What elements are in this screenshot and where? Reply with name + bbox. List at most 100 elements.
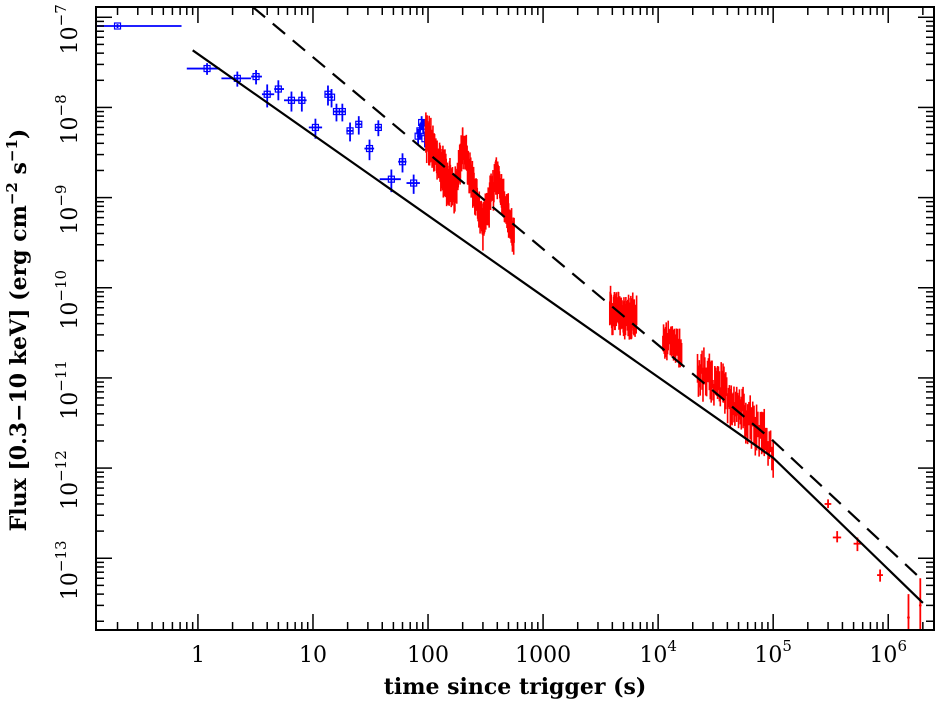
plot-border — [95, 6, 935, 631]
data-point — [297, 91, 307, 112]
x-tick-label-exponent: 4 — [667, 637, 677, 655]
y-tick-label-base: 10 — [58, 207, 83, 235]
data-point — [332, 103, 341, 122]
point-marker — [355, 120, 363, 128]
solid-model-line — [192, 49, 924, 604]
red-data-cluster — [696, 347, 749, 445]
red-bin-widths — [482, 169, 498, 234]
x-tick-label-base: 10 — [754, 643, 782, 668]
y-tick-label-exponent: −9 — [52, 185, 70, 207]
tick-labels: 1 10 100 1000 104 105 10610−1310−1210−1110−101… — [52, 4, 907, 668]
red-data-cluster — [746, 395, 774, 478]
point-marker — [311, 123, 320, 132]
data-point — [907, 594, 910, 630]
data-point — [364, 139, 375, 161]
red-data-cluster — [496, 161, 515, 255]
x-tick-label-exponent: 5 — [782, 637, 792, 655]
data-point — [398, 153, 407, 173]
point-marker — [387, 175, 395, 183]
axis-ticks — [96, 7, 934, 630]
y-tick-label-base: 10 — [58, 572, 83, 600]
dashed-model-line — [252, 6, 922, 580]
red-bin-widths — [462, 141, 484, 226]
point-marker — [263, 90, 271, 98]
x-tick-label-base: 10 — [299, 643, 327, 668]
y-tick-label-base: 10 — [58, 482, 83, 510]
data-point — [338, 103, 346, 122]
y-tick-label-base: 10 — [58, 392, 83, 420]
x-tick-label: 10 — [299, 643, 327, 668]
y-tick-label-base: 10 — [58, 116, 83, 144]
x-tick-label-base: 10 — [639, 643, 667, 668]
y-label-superscript: −2 — [3, 182, 21, 205]
point-marker — [365, 144, 374, 153]
y-tick-label: 10−9 — [52, 185, 83, 235]
x-tick-label-base: 1 — [191, 643, 205, 668]
data-point — [824, 499, 832, 509]
data-point — [414, 128, 422, 146]
point-marker — [327, 93, 336, 101]
y-tick-label-base: 10 — [58, 26, 83, 54]
point-marker — [414, 132, 422, 140]
x-tick-label-exponent: 6 — [897, 637, 907, 655]
red-data-cluster — [482, 157, 499, 251]
point-marker — [418, 118, 426, 127]
y-tick-label-exponent: −13 — [52, 540, 70, 572]
y-tick-label-exponent: −12 — [52, 450, 70, 482]
x-tick-label: 106 — [869, 637, 907, 668]
data-point — [406, 174, 420, 194]
y-tick-label: 10−8 — [52, 94, 83, 144]
x-tick-label: 1000 — [515, 643, 571, 668]
data-point — [832, 531, 842, 543]
y-axis-label: Flux [0.3−10 keV] (erg cm−2 s−1) — [3, 129, 32, 532]
point-marker — [346, 127, 354, 135]
y-tick-label-exponent: −8 — [52, 94, 70, 116]
data-point — [877, 569, 883, 582]
point-marker — [374, 123, 382, 132]
x-tick-label: 1 — [191, 643, 205, 668]
y-label-superscript: −1 — [3, 139, 21, 162]
point-marker — [338, 107, 346, 116]
point-marker — [410, 179, 418, 187]
data-point — [355, 116, 363, 135]
y-label-text: s — [6, 162, 32, 182]
y-tick-label-exponent: −10 — [52, 270, 70, 302]
y-tick-label: 10−10 — [52, 270, 83, 330]
y-tick-label: 10−13 — [52, 540, 83, 600]
y-tick-label-exponent: −11 — [52, 360, 70, 392]
data-point — [96, 22, 182, 30]
point-marker — [113, 22, 122, 30]
x-axis-label: time since trigger (s) — [384, 674, 647, 700]
red-bin-widths — [697, 363, 749, 425]
x-tick-label: 104 — [639, 637, 677, 668]
x-tick-label-base: 100 — [407, 643, 449, 668]
point-marker — [398, 158, 407, 166]
data-point — [379, 169, 401, 193]
model-fit-lines — [192, 6, 924, 604]
y-label-text: ) — [6, 129, 32, 139]
point-marker — [287, 96, 296, 104]
point-marker — [298, 96, 306, 104]
data-point — [918, 578, 922, 630]
red-data-cluster — [461, 127, 484, 235]
point-marker — [274, 85, 282, 93]
red-data-cluster — [424, 112, 456, 214]
data-point — [327, 89, 336, 108]
x-tick-label-base: 1000 — [515, 643, 571, 668]
data-point — [346, 122, 354, 142]
red-data-cluster — [662, 320, 683, 368]
y-tick-label: 10−11 — [52, 360, 83, 420]
x-tick-label-base: 10 — [869, 643, 897, 668]
red-data-cluster — [608, 285, 638, 340]
point-marker — [252, 72, 260, 81]
x-tick-label: 105 — [754, 637, 792, 668]
data-point — [284, 91, 298, 112]
data-point — [274, 80, 285, 101]
data-point — [374, 120, 382, 137]
blue-data-series — [96, 22, 429, 194]
y-tick-label: 10−7 — [52, 4, 83, 54]
x-tick-label: 100 — [407, 643, 449, 668]
red-bin-widths — [497, 174, 515, 240]
data-point — [251, 70, 262, 85]
